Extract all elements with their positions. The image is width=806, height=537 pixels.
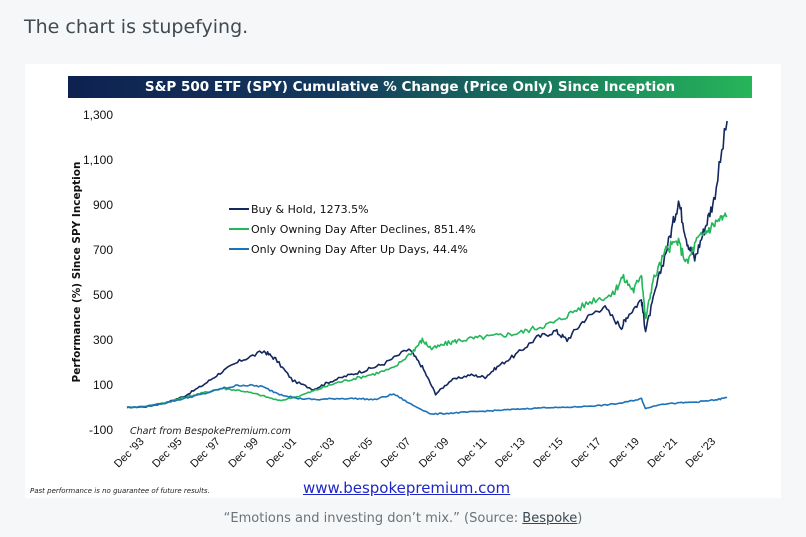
series-line-3 bbox=[126, 383, 728, 416]
x-tick-label: Dec '07 bbox=[379, 436, 414, 471]
y-tick-label: 900 bbox=[93, 198, 113, 212]
x-tick-label: Dec '13 bbox=[493, 436, 528, 471]
y-tick-label: 700 bbox=[93, 243, 113, 257]
x-tick-label: Dec '99 bbox=[226, 436, 261, 471]
x-tick-label: Dec '19 bbox=[607, 436, 642, 471]
x-tick-label: Dec '05 bbox=[341, 436, 376, 471]
caption-end: ) bbox=[577, 511, 583, 526]
x-tick-label: Dec '09 bbox=[417, 436, 452, 471]
y-tick-label: 1,100 bbox=[83, 153, 113, 167]
x-tick-label: Dec '03 bbox=[303, 436, 338, 471]
x-tick-label: Dec '97 bbox=[188, 436, 223, 471]
caption: “Emotions and investing don’t mix.” (Sou… bbox=[0, 511, 806, 526]
y-tick-label: -100 bbox=[89, 423, 113, 437]
y-axis-label: Performance (%) Since SPY Inception bbox=[71, 162, 83, 383]
x-tick-label: Dec '93 bbox=[112, 436, 147, 471]
legend-entry: Buy & Hold, 1273.5% bbox=[251, 203, 369, 216]
legend-entry: Only Owning Day After Up Days, 44.4% bbox=[251, 243, 468, 256]
caption-source-link[interactable]: Bespoke bbox=[522, 511, 578, 526]
legend-entry: Only Owning Day After Declines, 851.4% bbox=[251, 223, 476, 236]
chart-figure: S&P 500 ETF (SPY) Cumulative % Change (P… bbox=[25, 64, 781, 498]
x-tick-label: Dec '15 bbox=[531, 436, 566, 471]
series-line-1 bbox=[127, 120, 728, 409]
y-tick-label: 300 bbox=[93, 333, 113, 347]
y-tick-label: 1,300 bbox=[83, 108, 113, 122]
chart-annotation: Chart from BespokePremium.com bbox=[130, 426, 291, 437]
x-tick-label: Dec '17 bbox=[569, 436, 604, 471]
x-tick-label: Dec '01 bbox=[264, 436, 299, 471]
y-tick-label: 100 bbox=[93, 378, 113, 392]
y-tick-label: 500 bbox=[93, 288, 113, 302]
caption-text: “Emotions and investing don’t mix.” (Sou… bbox=[223, 511, 523, 526]
x-tick-label: Dec '11 bbox=[456, 436, 490, 470]
series-line-2 bbox=[126, 212, 728, 409]
chart-title: S&P 500 ETF (SPY) Cumulative % Change (P… bbox=[68, 76, 752, 98]
x-tick-label: Dec '23 bbox=[684, 436, 719, 471]
disclaimer: Past performance is no guarantee of futu… bbox=[30, 487, 210, 495]
source-url-link[interactable]: www.bespokepremium.com bbox=[303, 479, 511, 497]
lead-text: The chart is stupefying. bbox=[24, 16, 249, 38]
x-tick-label: Dec '95 bbox=[150, 436, 185, 471]
x-tick-label: Dec '21 bbox=[645, 436, 680, 471]
